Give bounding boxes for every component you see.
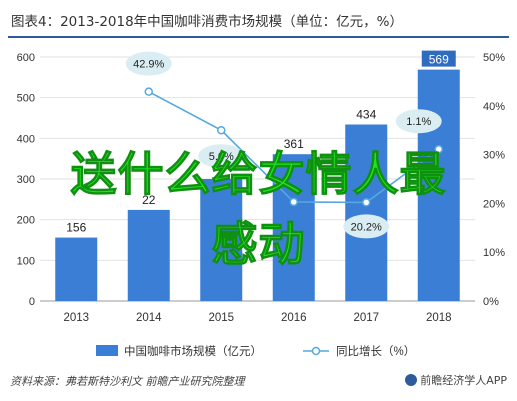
- chart-title: 图表4：2013-2018年中国咖啡消费市场规模（单位：亿元，%）: [11, 14, 404, 30]
- brand-label: 前瞻经济学人APP: [405, 372, 507, 388]
- right-tick-label: 10%: [483, 247, 505, 259]
- bar: [417, 69, 460, 302]
- left-tick-label: 600: [17, 52, 35, 64]
- growth-line-series: 42.9% 5.0% 20.2% 1.1%: [125, 51, 443, 239]
- bar-labels: 156 22 361 434 569: [66, 50, 456, 235]
- right-tick-label: 40%: [483, 101, 505, 113]
- bar: [55, 237, 98, 301]
- source-note: 资料来源：弗若斯特沙利文 前瞻产业研究院整理: [10, 375, 245, 388]
- bar-data-label: 569: [429, 53, 449, 67]
- overlay-text-line1: 送什么给女情人最: [70, 147, 447, 202]
- title-rule: [8, 36, 509, 38]
- growth-data-label: 1.1%: [406, 116, 431, 128]
- x-tick-label: 2015: [208, 312, 234, 324]
- right-axis: 0% 10% 20% 30% 40% 50%: [483, 52, 505, 308]
- growth-data-label: 5.0%: [209, 151, 234, 163]
- bar-series: [55, 69, 460, 302]
- bar: [272, 154, 315, 301]
- grid-lines: [40, 56, 475, 302]
- right-tick-label: 0%: [483, 296, 499, 308]
- bar: [200, 179, 243, 301]
- growth-point: [289, 197, 298, 207]
- bar-data-label: 156: [66, 221, 86, 235]
- growth-point: [434, 144, 443, 154]
- growth-data-label: 20.2%: [351, 221, 382, 233]
- growth-label-bubble: [343, 214, 390, 239]
- growth-point: [144, 87, 153, 96]
- growth-data-label: 42.9%: [133, 59, 164, 71]
- left-tick-label: 100: [17, 255, 35, 267]
- x-axis: 2013 2014 2015 2016 2017 2018: [63, 312, 451, 324]
- legend-swatch-bar: [96, 345, 118, 356]
- x-tick-label: 2014: [136, 312, 162, 324]
- growth-point: [217, 125, 226, 135]
- legend-marker: [311, 346, 321, 356]
- legend: 中国咖啡市场规模（亿元） 同比增长（%）: [96, 344, 415, 358]
- brand-logo-icon: [405, 374, 418, 386]
- bar-data-label: 434: [356, 108, 376, 122]
- x-tick-label: 2016: [281, 312, 307, 324]
- right-tick-label: 30%: [483, 150, 505, 162]
- left-tick-label: 0: [29, 296, 35, 308]
- x-tick-label: 2018: [426, 312, 452, 324]
- bar-data-label: 361: [284, 137, 304, 151]
- growth-point: [362, 198, 371, 207]
- overlay-text-line2: 感动: [211, 217, 306, 272]
- bar-data-label: 22: [142, 193, 156, 207]
- growth-label-bubble: [125, 51, 172, 76]
- left-tick-label: 300: [17, 174, 35, 186]
- x-tick-label: 2017: [353, 312, 379, 324]
- right-tick-label: 50%: [483, 52, 505, 64]
- growth-label-bubble: [395, 109, 442, 134]
- bar: [127, 209, 170, 301]
- left-tick-label: 500: [17, 93, 35, 105]
- growth-label-bubble: [198, 144, 245, 169]
- bar-label-bg: [421, 50, 456, 67]
- brand-text: 前瞻经济学人APP: [420, 374, 507, 387]
- legend-label-bar: 中国咖啡市场规模（亿元）: [124, 344, 262, 358]
- x-tick-label: 2013: [63, 312, 89, 324]
- left-tick-label: 400: [17, 133, 35, 145]
- bar: [345, 124, 388, 301]
- right-tick-label: 20%: [483, 198, 505, 210]
- left-axis: 0 100 200 300 400 500 600: [17, 52, 35, 308]
- legend-label-line: 同比增长（%）: [336, 344, 415, 358]
- left-tick-label: 200: [17, 215, 35, 227]
